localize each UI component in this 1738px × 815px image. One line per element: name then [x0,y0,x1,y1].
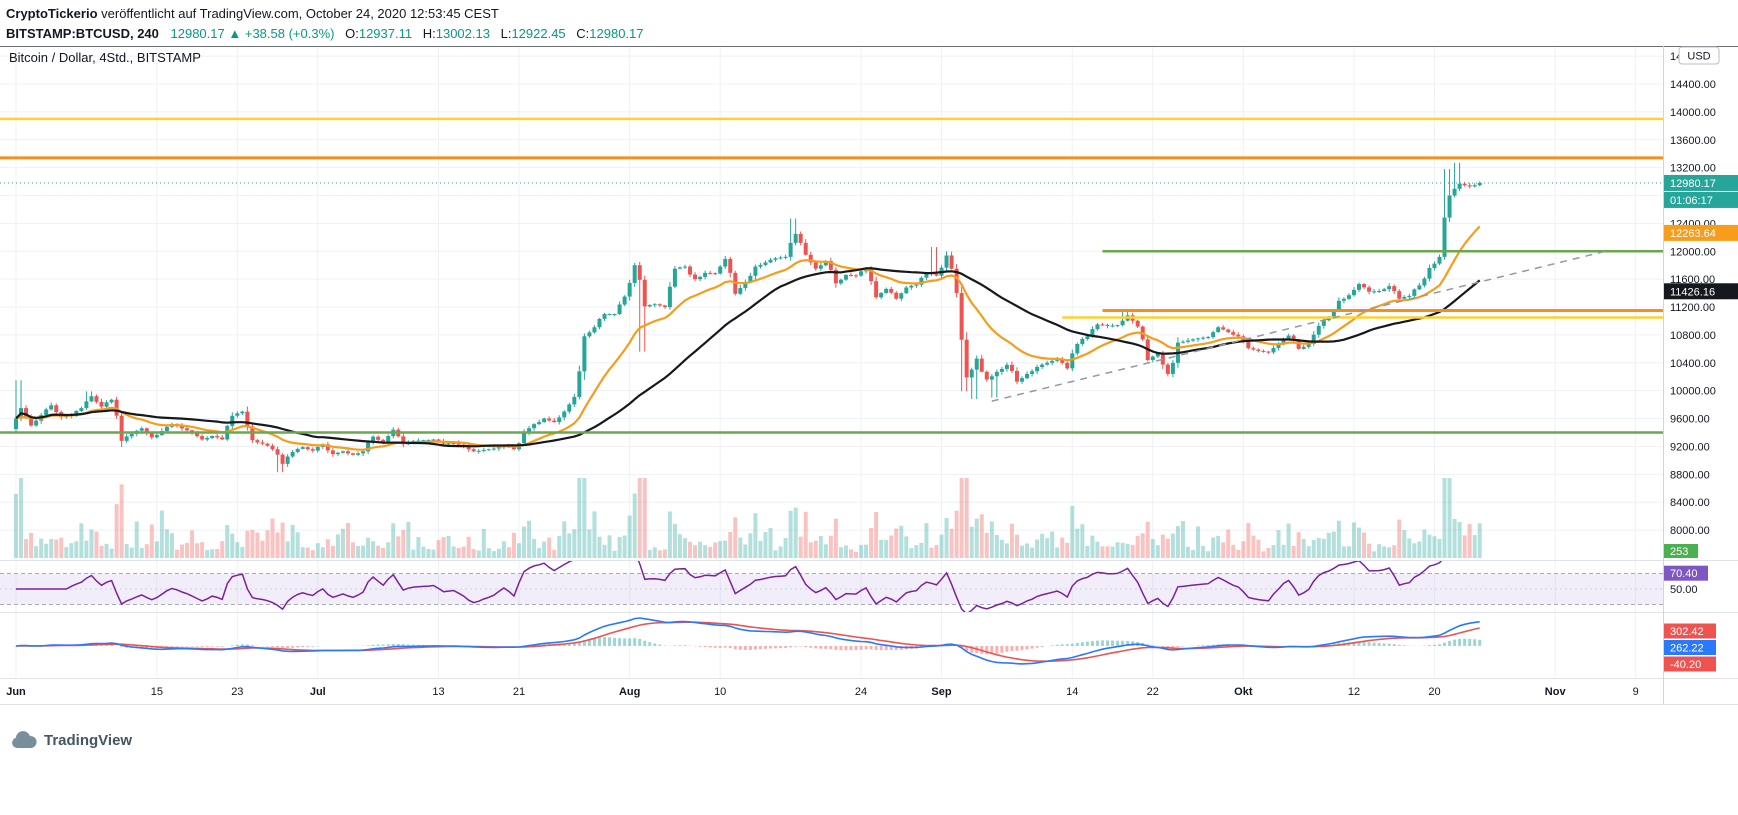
price-change: ▲ +38.58 (+0.3%) [228,25,335,41]
chart-header: CryptoTickerio veröffentlicht auf Tradin… [0,0,1738,43]
svg-text:50.00: 50.00 [1670,584,1698,596]
svg-text:12000.00: 12000.00 [1670,246,1716,258]
macd-line [15,617,1480,665]
tradingview-logo[interactable]: TradingView [10,731,132,749]
publish-line: CryptoTickerio veröffentlicht auf Tradin… [6,4,1738,24]
author-name: CryptoTickerio [6,6,98,21]
svg-text:12980.17: 12980.17 [1670,178,1716,190]
svg-text:Sep: Sep [931,686,951,698]
macd-value-label: 302.42 [1664,623,1716,639]
svg-text:14000.00: 14000.00 [1670,107,1716,119]
time-axis[interactable]: Jun 15 23 Jul 13 21 Aug 10 24 Sep 14 22 Okt 12 20 Nov 9 [6,686,1639,698]
svg-text:8000.00: 8000.00 [1670,525,1710,537]
candles-layer[interactable] [14,162,1482,473]
svg-text:253: 253 [1670,546,1688,558]
price-axis[interactable]: 14800.0014400.0014000.0013600.0013200.00… [1670,51,1716,596]
svg-text:24: 24 [855,686,867,698]
svg-text:9600.00: 9600.00 [1670,414,1710,426]
ma-value-label: 12263.64 [1664,224,1738,241]
macd-signal-line [15,621,1480,663]
svg-text:15: 15 [151,686,163,698]
svg-text:Jun: Jun [6,686,26,698]
chart-legend[interactable]: Bitcoin / Dollar, 4Std., BITSTAMP [9,50,201,65]
symbol-line: BITSTAMP:BTCUSD, 240 12980.17 ▲ +38.58 (… [6,24,1738,44]
svg-text:Nov: Nov [1545,686,1567,698]
logo-text: TradingView [44,731,133,749]
rsi-line [16,560,1443,612]
ma-value-label: 11426.16 [1664,283,1738,300]
symbol-interval[interactable]: BITSTAMP:BTCUSD, 240 [6,25,159,41]
svg-text:8400.00: 8400.00 [1670,497,1710,509]
ohlc-close: C:12980.17 [576,25,644,41]
sma-line [15,267,1481,448]
svg-text:20: 20 [1428,686,1440,698]
trendline [991,250,1606,402]
svg-text:13: 13 [432,686,444,698]
ohlc-high: H:13002.13 [422,25,490,41]
ohlc-low: L:12922.45 [500,25,566,41]
macd-pane [14,617,1482,665]
currency-toggle-button[interactable]: USD [1678,46,1720,65]
svg-text:11600.00: 11600.00 [1670,274,1715,286]
svg-text:302.42: 302.42 [1670,626,1704,638]
svg-text:12263.64: 12263.64 [1670,228,1716,240]
macd-value-label: -40.20 [1664,656,1716,672]
svg-text:9200.00: 9200.00 [1670,441,1710,453]
svg-text:10800.00: 10800.00 [1670,330,1716,342]
volume-layer [14,478,1482,558]
publish-info: veröffentlicht auf TradingView.com, Octo… [101,6,499,21]
current-price-label: 12980.17 [1664,174,1738,191]
volume-value-label: 253 [1664,544,1698,558]
svg-text:USD: USD [1687,51,1710,63]
svg-text:70.40: 70.40 [1670,568,1698,580]
svg-text:23: 23 [231,686,243,698]
ema-line [15,225,1481,451]
svg-text:11200.00: 11200.00 [1670,302,1715,314]
grid [0,46,1664,678]
svg-text:10: 10 [714,686,726,698]
ohlc-open: O:12937.11 [345,25,413,41]
svg-text:13200.00: 13200.00 [1670,163,1716,175]
svg-text:10400.00: 10400.00 [1670,358,1716,370]
macd-value-label: 262.22 [1664,640,1716,655]
svg-text:11426.16: 11426.16 [1670,286,1715,298]
svg-text:21: 21 [513,686,525,698]
svg-text:10000.00: 10000.00 [1670,386,1716,398]
last-price: 12980.17 [170,25,225,41]
rsi-pane [0,560,1664,612]
svg-text:262.22: 262.22 [1670,643,1704,655]
svg-text:14: 14 [1066,686,1078,698]
svg-text:14400.00: 14400.00 [1670,79,1716,91]
svg-text:Jul: Jul [310,686,326,698]
svg-text:01:06:17: 01:06:17 [1670,195,1713,207]
rsi-value-label: 70.40 [1664,565,1708,581]
svg-text:13600.00: 13600.00 [1670,135,1716,147]
cloud-icon [12,731,37,748]
countdown-label: 01:06:17 [1664,191,1738,208]
svg-text:Aug: Aug [619,686,640,698]
svg-text:12: 12 [1348,686,1360,698]
svg-text:8800.00: 8800.00 [1670,469,1710,481]
svg-text:9: 9 [1633,686,1639,698]
svg-text:-40.20: -40.20 [1670,659,1701,671]
svg-text:22: 22 [1147,686,1159,698]
price-levels [0,117,1664,434]
svg-text:Okt: Okt [1234,686,1253,698]
